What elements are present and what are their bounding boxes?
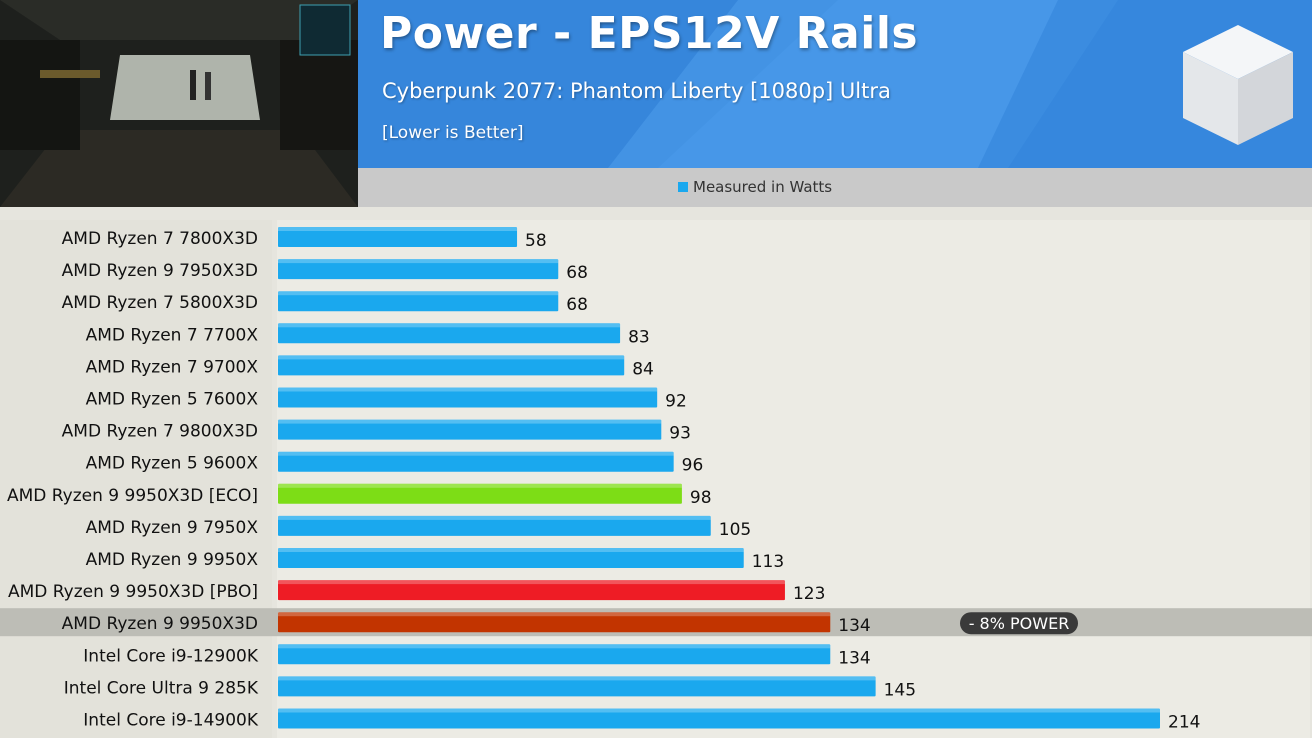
bar bbox=[278, 387, 658, 408]
bar bbox=[278, 708, 1160, 729]
bar bbox=[278, 483, 682, 504]
value-label: 84 bbox=[632, 359, 654, 379]
value-label: 68 bbox=[566, 263, 588, 283]
category-label: Intel Core i9-14900K bbox=[83, 711, 259, 731]
gameplay-scene-image bbox=[0, 0, 358, 207]
chart-subtitle: Cyberpunk 2077: Phantom Liberty [1080p] … bbox=[382, 79, 891, 103]
value-label: 98 bbox=[690, 488, 712, 508]
value-label: 113 bbox=[752, 552, 784, 572]
value-label: 58 bbox=[525, 231, 547, 251]
value-label: 123 bbox=[793, 584, 825, 604]
value-label: 96 bbox=[682, 456, 704, 476]
bar bbox=[278, 612, 831, 633]
bar-shine bbox=[278, 644, 831, 649]
value-label: 92 bbox=[665, 392, 687, 412]
value-label: 83 bbox=[628, 327, 650, 347]
bar bbox=[278, 355, 625, 376]
bar-shine bbox=[278, 515, 711, 520]
bar-shine bbox=[278, 548, 744, 552]
bar bbox=[278, 548, 744, 568]
value-label: 68 bbox=[566, 295, 588, 315]
category-label: AMD Ryzen 9 9950X bbox=[86, 550, 259, 570]
bar-shine bbox=[278, 259, 559, 264]
bar-shine bbox=[278, 612, 831, 617]
callout-background bbox=[960, 612, 1078, 635]
value-label: 134 bbox=[838, 616, 870, 636]
bar bbox=[278, 323, 621, 344]
category-label: AMD Ryzen 5 7600X bbox=[86, 390, 259, 410]
header-background bbox=[358, 0, 1312, 168]
bar-shine bbox=[278, 387, 658, 392]
bar bbox=[278, 451, 674, 472]
category-label: Intel Core i9-12900K bbox=[83, 646, 259, 666]
category-label-column bbox=[0, 220, 272, 738]
bar-shine bbox=[278, 323, 621, 328]
bar bbox=[278, 676, 876, 697]
legend-bar: Measured in Watts bbox=[358, 168, 1312, 207]
category-label: AMD Ryzen 9 7950X3D bbox=[62, 261, 258, 281]
chart-legend: Measured in Watts bbox=[678, 178, 832, 196]
bar-shine bbox=[278, 227, 518, 231]
bar bbox=[278, 580, 785, 601]
bar-shine bbox=[278, 676, 876, 681]
value-label: 105 bbox=[719, 520, 751, 540]
category-label: AMD Ryzen 5 9600X bbox=[86, 454, 259, 474]
bar bbox=[278, 644, 831, 665]
value-label: 145 bbox=[884, 680, 916, 700]
bar bbox=[278, 259, 559, 280]
cube-logo-icon bbox=[1183, 25, 1293, 145]
bar-shine bbox=[278, 580, 785, 585]
bar-shine bbox=[278, 355, 625, 360]
category-label: AMD Ryzen 7 5800X3D bbox=[62, 293, 258, 313]
gameplay-thumbnail bbox=[0, 0, 358, 207]
bar bbox=[278, 291, 559, 312]
category-label: AMD Ryzen 7 7700X bbox=[86, 325, 259, 345]
category-label: AMD Ryzen 9 9950X3D bbox=[62, 614, 258, 634]
category-label: Intel Core Ultra 9 285K bbox=[64, 678, 259, 698]
value-label: 214 bbox=[1168, 713, 1200, 733]
value-label: 93 bbox=[669, 424, 691, 444]
category-label: AMD Ryzen 9 9950X3D [ECO] bbox=[7, 486, 258, 506]
bar bbox=[278, 227, 518, 247]
bar-shine bbox=[278, 419, 662, 424]
power-callout-badge: - 8% POWER bbox=[960, 612, 1078, 635]
legend-swatch bbox=[678, 182, 688, 192]
value-label: 134 bbox=[838, 648, 870, 668]
bar bbox=[278, 419, 662, 440]
chart-header: Power - EPS12V Rails Cyberpunk 2077: Pha… bbox=[358, 0, 1312, 168]
category-label: AMD Ryzen 9 7950X bbox=[86, 518, 259, 538]
bar-shine bbox=[278, 483, 682, 488]
category-label: AMD Ryzen 7 7800X3D bbox=[62, 229, 258, 249]
callout-text: - 8% POWER bbox=[969, 614, 1070, 633]
category-label: AMD Ryzen 7 9800X3D bbox=[62, 422, 258, 442]
bar-shine bbox=[278, 451, 674, 456]
chart-title: Power - EPS12V Rails bbox=[380, 8, 919, 59]
bar-shine bbox=[278, 708, 1160, 713]
bar-shine bbox=[278, 291, 559, 296]
legend-label: Measured in Watts bbox=[693, 178, 833, 196]
category-label: AMD Ryzen 9 9950X3D [PBO] bbox=[8, 582, 258, 602]
chart-note: [Lower is Better] bbox=[382, 123, 524, 143]
category-label: AMD Ryzen 7 9700X bbox=[86, 357, 259, 377]
bar bbox=[278, 515, 711, 536]
